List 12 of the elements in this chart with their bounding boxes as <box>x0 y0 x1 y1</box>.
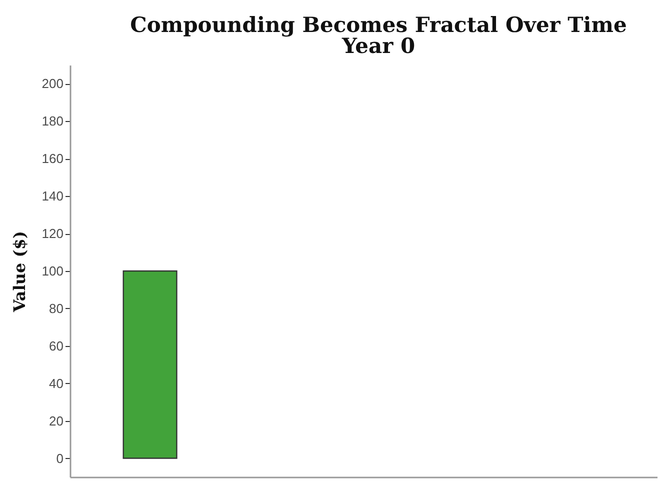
y-tick-label: 0 <box>56 450 64 466</box>
y-tick-label: 140 <box>42 188 64 204</box>
y-tick-label: 80 <box>49 300 64 316</box>
y-tick-label: 180 <box>42 114 64 129</box>
y-tick-label: 200 <box>42 76 64 92</box>
y-tick-label: 120 <box>42 226 64 242</box>
y-tick-label: 40 <box>49 376 64 391</box>
y-tick-label: 60 <box>49 338 64 354</box>
y-tick-label: 20 <box>49 413 64 428</box>
y-tick-label: 100 <box>42 264 64 278</box>
y-axis-title: Value ($) <box>10 230 29 314</box>
y-tick-label: 160 <box>42 151 64 166</box>
